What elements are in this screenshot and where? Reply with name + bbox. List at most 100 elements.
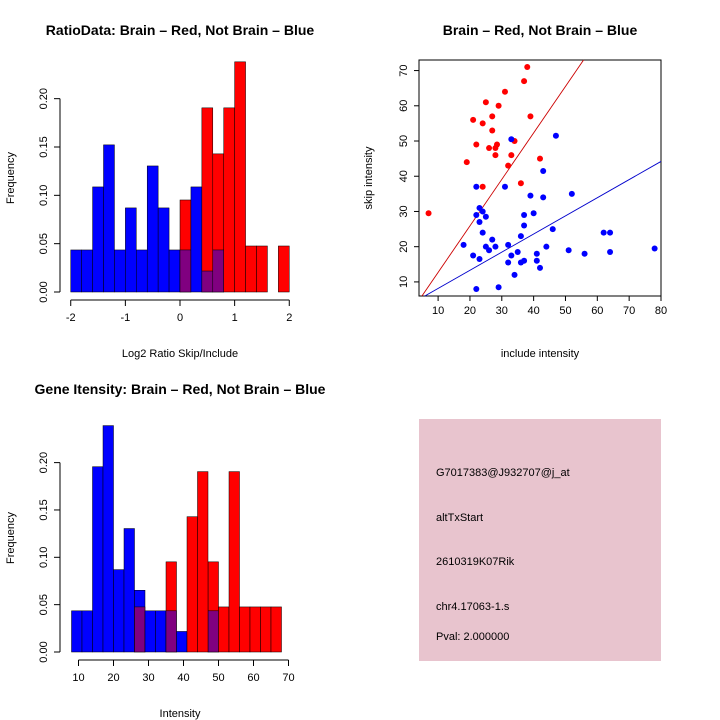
scatter-y-tick-label-5: 60 bbox=[398, 100, 410, 112]
intensity-hist-y-tick-label-0: 0.00 bbox=[38, 641, 50, 662]
gene-name-text: 2610319K07Rik bbox=[436, 556, 515, 568]
scatter-point-not-brain-39 bbox=[568, 190, 575, 197]
ratio-hist-bar-red-4 bbox=[234, 61, 246, 293]
scatter-point-not-brain-13 bbox=[489, 236, 496, 243]
ratio-histogram-bars bbox=[70, 61, 290, 293]
ratio-hist-x-tick-label-2: 0 bbox=[177, 312, 183, 324]
intensity-hist-bar-blue-11 bbox=[207, 610, 219, 653]
scatter-point-not-brain-28 bbox=[527, 192, 534, 199]
intensity-hist-y-tick-label-4: 0.20 bbox=[38, 452, 50, 473]
intensity-hist-x-tick-label-0: 10 bbox=[72, 672, 84, 684]
ratio-hist-bar-red-6 bbox=[256, 245, 268, 293]
scatter-point-not-brain-27 bbox=[521, 257, 528, 264]
ratio-histogram-axes: -2 -1 0 1 2 0.00 0.05 0.10 0.15 0.20 bbox=[38, 88, 292, 324]
intensity-hist-bar-blue-3 bbox=[102, 425, 114, 653]
ratio-hist-bar-blue-5 bbox=[125, 207, 137, 293]
intensity-hist-bar-red-7 bbox=[239, 606, 251, 653]
intensity-hist-bar-red-10 bbox=[270, 606, 282, 653]
probe-id-text: G7017383@J932707@j_at bbox=[436, 467, 570, 479]
scatter-point-not-brain-2 bbox=[473, 285, 480, 292]
intensity-hist-bar-blue-9 bbox=[165, 610, 177, 653]
scatter-y-tick-label-2: 30 bbox=[398, 205, 410, 217]
intensity-hist-bar-red-5 bbox=[218, 606, 230, 653]
ratio-hist-bar-blue-7 bbox=[146, 165, 159, 293]
scatter-point-not-brain-25 bbox=[521, 211, 528, 218]
intensity-histogram-bars bbox=[71, 425, 282, 653]
info-panel-background bbox=[419, 419, 661, 661]
intensity-hist-bar-blue-7 bbox=[144, 610, 156, 653]
scatter-point-brain-9 bbox=[489, 127, 496, 134]
pval-text: Pval: 2.000000 bbox=[436, 631, 509, 643]
ratio-hist-x-tick-label-1: -1 bbox=[120, 312, 130, 324]
intensity-hist-x-tick-label-5: 60 bbox=[247, 672, 259, 684]
scatter-point-brain-13 bbox=[495, 102, 502, 109]
scatter-point-not-brain-19 bbox=[508, 252, 515, 259]
intensity-hist-bar-red-9 bbox=[260, 606, 272, 653]
scatter-point-not-brain-43 bbox=[607, 248, 614, 255]
scatter-point-brain-18 bbox=[517, 180, 524, 187]
intensity-hist-bar-blue-5 bbox=[123, 528, 135, 653]
scatter-point-brain-3 bbox=[473, 141, 480, 148]
scatter-point-not-brain-8 bbox=[479, 208, 486, 215]
scatter-point-not-brain-35 bbox=[543, 243, 550, 250]
ratio-hist-bar-blue-11 bbox=[190, 186, 203, 293]
ratio-hist-bar-blue-6 bbox=[136, 249, 148, 293]
intensity-histogram-panel: Gene Itensity: Brain – Red, Not Brain – … bbox=[5, 381, 326, 720]
intensity-histogram-axes: 10 20 30 40 50 60 70 0.00 0.05 0.10 0.15 0.20 bbox=[38, 452, 295, 684]
scatter-point-not-brain-15 bbox=[495, 284, 502, 291]
intensity-hist-y-tick-label-3: 0.15 bbox=[38, 499, 50, 520]
scatter-fit-lines bbox=[421, 59, 662, 297]
ratio-hist-bar-blue-10 bbox=[179, 249, 192, 293]
ratio-histogram-title: RatioData: Brain – Red, Not Brain – Blue bbox=[46, 22, 315, 38]
scatter-point-not-brain-0 bbox=[460, 241, 467, 248]
scatter-point-not-brain-21 bbox=[511, 271, 518, 278]
intensity-hist-x-tick-label-4: 50 bbox=[212, 672, 224, 684]
scatter-point-not-brain-33 bbox=[540, 194, 547, 201]
scatter-point-not-brain-1 bbox=[470, 252, 477, 259]
scatter-axes: 10 20 30 40 50 60 70 80 10 20 30 40 50 60 70 bbox=[398, 64, 667, 317]
scatter-point-not-brain-32 bbox=[537, 264, 543, 271]
intensity-hist-bar-blue-0 bbox=[71, 610, 83, 653]
scatter-point-not-brain-14 bbox=[492, 243, 499, 250]
scatter-point-brain-5 bbox=[479, 120, 486, 127]
scatter-point-not-brain-41 bbox=[600, 229, 607, 236]
scatter-point-brain-19 bbox=[521, 78, 528, 85]
ratio-histogram-ylabel: Frequency bbox=[5, 152, 17, 204]
scatter-x-tick-label-5: 60 bbox=[591, 305, 603, 317]
scatter-y-tick-label-3: 40 bbox=[398, 170, 410, 182]
scatter-x-tick-label-3: 40 bbox=[528, 305, 540, 317]
ratio-histogram-xlabel: Log2 Ratio Skip/Include bbox=[122, 348, 238, 360]
ratio-hist-bar-blue-9 bbox=[168, 249, 181, 293]
ratio-hist-bar-red-1 bbox=[201, 107, 214, 293]
scatter-point-not-brain-38 bbox=[565, 247, 572, 254]
scatter-point-brain-20 bbox=[524, 64, 531, 71]
event-type-text: altTxStart bbox=[436, 512, 483, 524]
scatter-point-not-brain-24 bbox=[517, 233, 524, 240]
intensity-hist-bar-red-2 bbox=[186, 516, 198, 653]
brain-fit-line bbox=[421, 59, 584, 297]
scatter-ylabel: skip intensity bbox=[363, 146, 375, 209]
intensity-hist-bar-blue-4 bbox=[113, 569, 125, 653]
scatter-point-not-brain-40 bbox=[581, 250, 588, 257]
scatter-point-brain-15 bbox=[505, 162, 512, 169]
scatter-x-tick-label-2: 30 bbox=[496, 305, 508, 317]
ratio-hist-bar-blue-4 bbox=[114, 249, 126, 293]
ratio-hist-bar-blue-13 bbox=[212, 249, 224, 293]
probe-info-panel: G7017383@J932707@j_at altTxStart 2610319… bbox=[419, 419, 661, 661]
scatter-point-brain-14 bbox=[501, 88, 508, 95]
scatter-point-not-brain-18 bbox=[505, 241, 512, 248]
scatter-point-brain-4 bbox=[479, 183, 486, 190]
scatter-x-tick-label-1: 20 bbox=[464, 305, 476, 317]
ratio-hist-y-tick-label-1: 0.05 bbox=[38, 233, 50, 254]
scatter-point-not-brain-17 bbox=[505, 259, 512, 266]
intensity-hist-bar-blue-8 bbox=[155, 610, 167, 653]
scatter-point-not-brain-31 bbox=[533, 250, 540, 257]
scatter-y-tick-label-6: 70 bbox=[398, 64, 410, 76]
intensity-hist-x-tick-label-3: 40 bbox=[177, 672, 189, 684]
scatter-point-not-brain-7 bbox=[476, 256, 483, 263]
intensity-scatter-panel: Brain – Red, Not Brain – Blue include in… bbox=[363, 22, 667, 360]
not-brain-fit-line bbox=[424, 161, 662, 297]
ratio-histogram-panel: RatioData: Brain – Red, Not Brain – Blue… bbox=[5, 22, 314, 360]
ratio-hist-y-tick-label-4: 0.20 bbox=[38, 88, 50, 109]
